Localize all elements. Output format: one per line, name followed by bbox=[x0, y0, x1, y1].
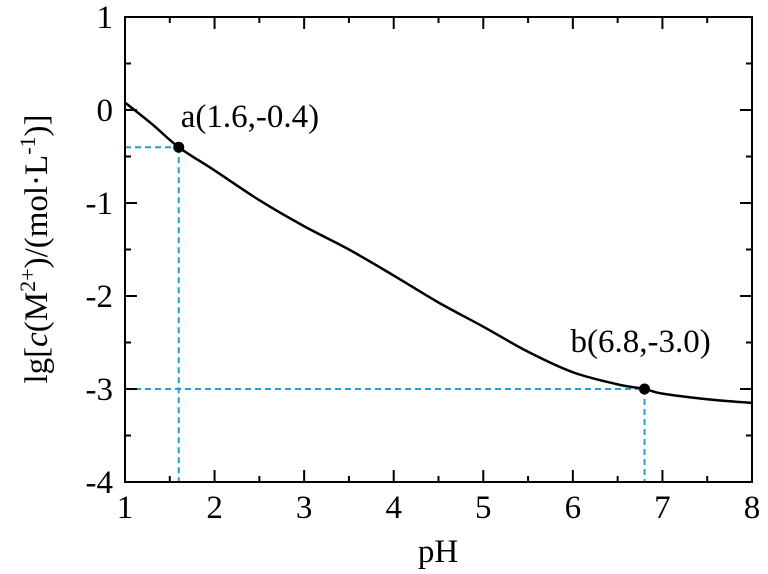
y-axis-label: lg[c(M2+)/(mol·L-1)] bbox=[15, 114, 56, 383]
axis-ticks: 1 2 3 4 5 6 7 8 -4 -3 -2 -1 0 1 bbox=[86, 0, 761, 526]
y-tick-label: 0 bbox=[97, 93, 114, 129]
guide-lines bbox=[125, 146, 646, 482]
data-points: a(1.6,-0.4) b(6.8,-3.0) bbox=[173, 99, 711, 395]
x-tick-label: 1 bbox=[117, 490, 134, 526]
x-tick-label: 6 bbox=[565, 490, 582, 526]
y-tick-label: -3 bbox=[86, 372, 114, 408]
x-tick-label: 3 bbox=[296, 490, 313, 526]
x-tick-label: 7 bbox=[654, 490, 671, 526]
x-tick-label: 2 bbox=[206, 490, 223, 526]
x-axis-label: pH bbox=[418, 534, 458, 570]
point-annotation: a(1.6,-0.4) bbox=[181, 99, 319, 135]
y-tick-label: -1 bbox=[86, 186, 114, 222]
plot-frame bbox=[124, 16, 753, 483]
x-tick-label: 4 bbox=[385, 490, 402, 526]
x-tick-label: 8 bbox=[744, 490, 761, 526]
data-point-marker bbox=[173, 141, 185, 153]
y-tick-label: -2 bbox=[86, 279, 114, 315]
data-point-marker bbox=[639, 383, 651, 395]
x-tick-label: 5 bbox=[475, 490, 492, 526]
y-tick-label: -4 bbox=[86, 465, 114, 501]
y-tick-label: 1 bbox=[97, 0, 114, 36]
point-annotation: b(6.8,-3.0) bbox=[571, 324, 711, 360]
